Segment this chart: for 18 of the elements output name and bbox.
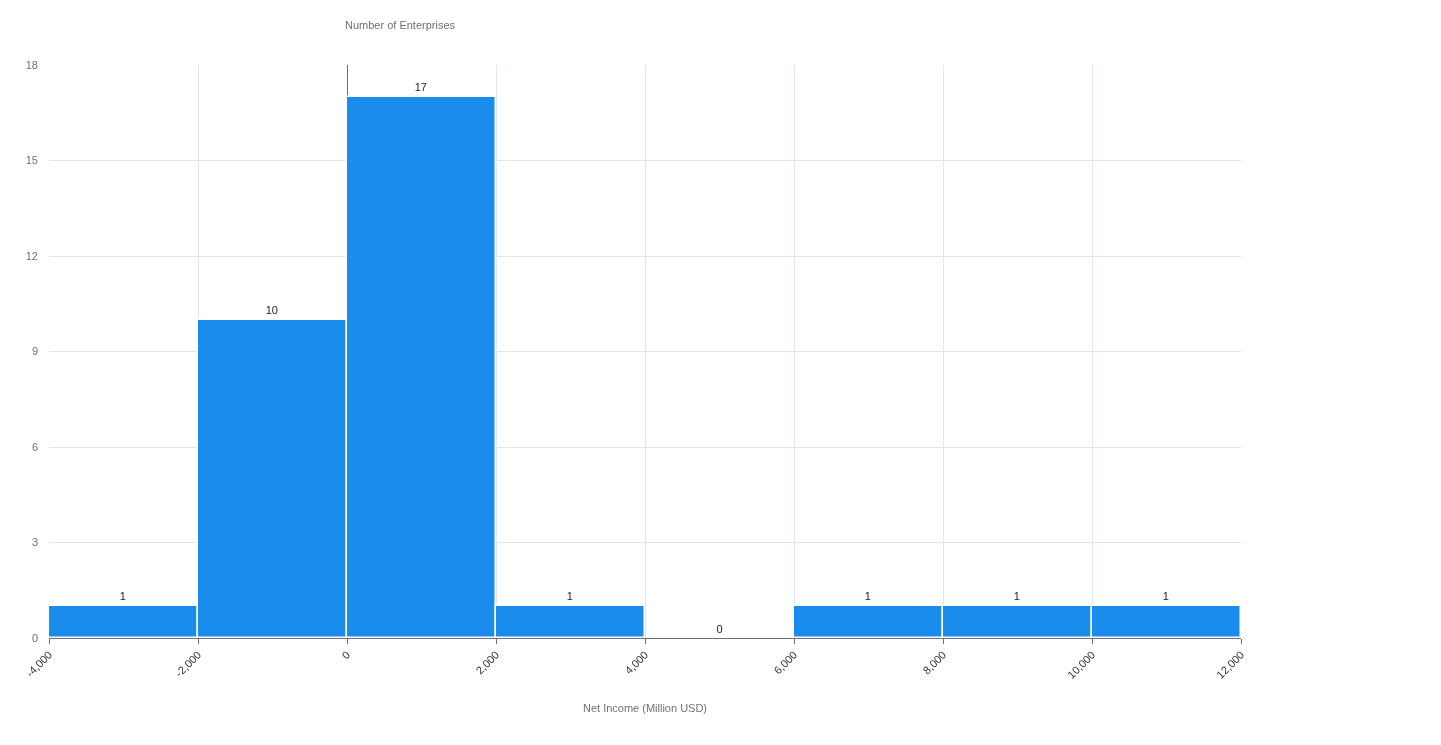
y-tick-label: 9 xyxy=(31,345,38,358)
y-tick-label: 3 xyxy=(31,536,38,549)
data-label: 17 xyxy=(414,81,427,94)
data-label: 1 xyxy=(119,590,126,603)
y-tick-label: 12 xyxy=(25,249,38,262)
data-label: 10 xyxy=(265,304,278,317)
data-label: 1 xyxy=(1013,590,1020,603)
data-label: 1 xyxy=(864,590,871,603)
data-label: 0 xyxy=(716,623,723,635)
data-label: 1 xyxy=(1162,590,1169,603)
y-tick-label: 18 xyxy=(25,58,38,71)
y-tick-label: 0 xyxy=(31,631,38,644)
y-tick-label: 6 xyxy=(31,440,38,453)
x-tick-label: 0 xyxy=(339,648,353,662)
data-label: 1 xyxy=(566,590,573,603)
y-axis-title: Number of Enterprises xyxy=(345,19,456,31)
y-tick-label: 15 xyxy=(25,154,38,167)
x-axis-title: Net Income (Million USD) xyxy=(582,702,708,714)
